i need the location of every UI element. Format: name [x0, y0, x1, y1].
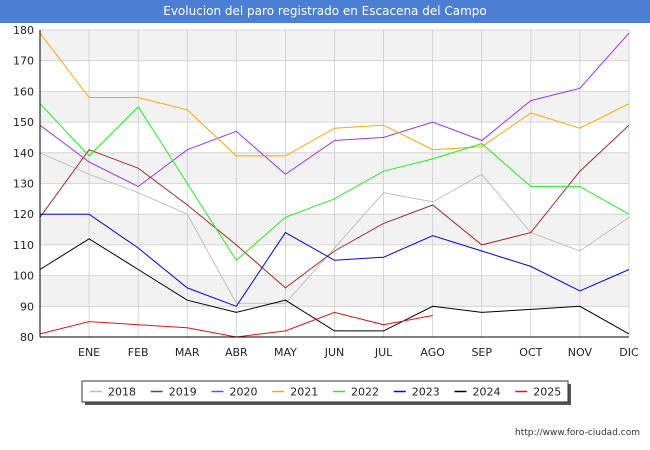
y-tick-label-110: 110 — [13, 239, 34, 252]
y-tick-label-120: 120 — [13, 208, 34, 221]
y-tick-label-80: 80 — [20, 331, 34, 344]
chart-title: Evolucion del paro registrado en Escacen… — [163, 4, 487, 18]
series-line-2019 — [39, 124, 630, 289]
x-tick-label-OCT: OCT — [519, 346, 542, 359]
y-tick-label-150: 150 — [13, 116, 34, 129]
y-tick-label-160: 160 — [13, 85, 34, 98]
x-tick-label-JUL: JUL — [374, 346, 393, 359]
y-tick-label-100: 100 — [13, 270, 34, 283]
x-tick-label-JUN: JUN — [324, 346, 345, 359]
axes — [39, 30, 629, 338]
x-tick-label-ENE: ENE — [78, 346, 100, 359]
x-tick-label-SEP: SEP — [471, 346, 492, 359]
source-credit: http://www.foro-ciudad.com — [515, 428, 640, 438]
legend-label-2020: 2020 — [230, 386, 258, 399]
y-tick-label-130: 130 — [13, 178, 34, 191]
series-line-2022 — [39, 103, 630, 262]
x-tick-label-MAR: MAR — [175, 346, 200, 359]
legend: 2018 2019 2020 2021 2022 2023 2024 2025 — [81, 380, 571, 405]
legend-label-2023: 2023 — [412, 386, 440, 399]
series-line-2024 — [39, 238, 630, 335]
x-tick-label-FEB: FEB — [128, 346, 149, 359]
x-tick-label-ABR: ABR — [225, 346, 248, 359]
x-tick-label-NOV: NOV — [568, 346, 593, 359]
y-tick-label-170: 170 — [13, 55, 34, 68]
x-tick-labels: ENE FEB MAR ABR MAY JUN JUL AGO SEP OCT NOV DIC — [78, 346, 639, 359]
legend-label-2018: 2018 — [108, 386, 136, 399]
x-tick-label-MAY: MAY — [274, 346, 297, 359]
series-line-2020 — [39, 32, 630, 188]
legend-label-2025: 2025 — [533, 386, 561, 399]
y-tick-label-140: 140 — [13, 147, 34, 160]
y-tick-label-180: 180 — [13, 24, 34, 37]
y-tick-labels: 80 90 100 110 120 130 140 150 160 170 180 — [13, 24, 34, 344]
legend-label-2021: 2021 — [290, 386, 318, 399]
y-tick-label-90: 90 — [20, 300, 34, 313]
legend-label-2019: 2019 — [169, 386, 197, 399]
legend-label-2022: 2022 — [351, 386, 379, 399]
legend-label-2024: 2024 — [473, 386, 501, 399]
title-bar — [0, 0, 650, 23]
series-line-2023 — [40, 213, 630, 307]
x-tick-label-DIC: DIC — [619, 346, 639, 359]
legend-box — [81, 380, 569, 403]
series-lines — [39, 32, 630, 338]
x-tick-label-AGO: AGO — [420, 346, 445, 359]
grid-lines — [40, 29, 630, 338]
series-line-2021 — [39, 32, 630, 157]
